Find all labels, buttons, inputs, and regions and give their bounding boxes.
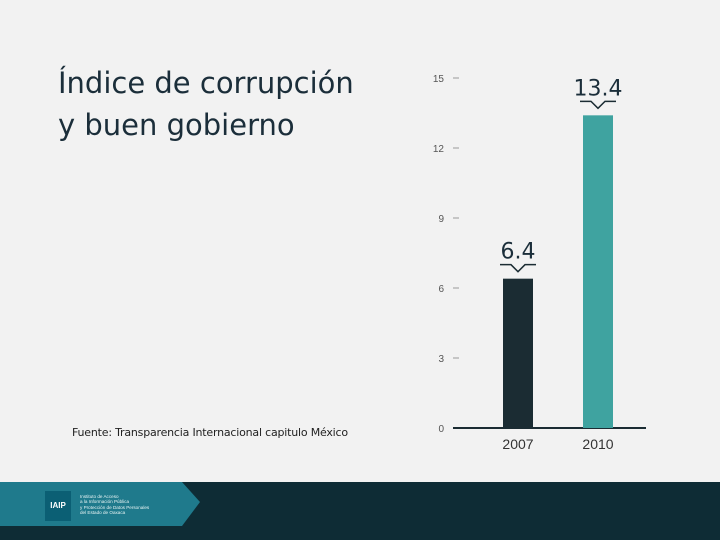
- bar-chart: 0 3 6 9 12 15 2007 6.4 2010 13.4: [433, 74, 646, 452]
- y-tick-label: 9: [438, 214, 444, 225]
- page-title: Índice de corrupción y buen gobierno: [58, 62, 418, 146]
- logo-line: del Estado de Oaxaca: [80, 510, 126, 516]
- title-line-1: Índice de corrupción: [58, 66, 354, 100]
- title-line-2: y buen gobierno: [58, 108, 295, 142]
- bar-2010: [583, 115, 613, 428]
- data-label: 6.4: [501, 240, 536, 265]
- iaip-logo: IAIP: [45, 491, 71, 521]
- footer-bar: [0, 482, 720, 540]
- data-label: 13.4: [574, 76, 623, 101]
- y-tick-label: 15: [433, 74, 445, 85]
- y-tick-label: 12: [433, 144, 445, 155]
- logo-line: y Protección de Datos Personales: [80, 504, 150, 510]
- y-tick-label: 6: [438, 284, 444, 295]
- logo-caption: Instituto de Acceso a la Información Púb…: [80, 494, 190, 516]
- value-callout-marker: [500, 263, 536, 273]
- source-note: Fuente: Transparencia Internacional capi…: [72, 426, 348, 439]
- logo-line: Instituto de Acceso: [80, 494, 119, 499]
- x-tick-label: 2007: [502, 436, 533, 452]
- y-tick-label: 0: [438, 424, 444, 435]
- value-callout-marker: [580, 100, 616, 110]
- logo-line: a la Información Pública: [80, 499, 130, 505]
- x-tick-label: 2010: [582, 436, 613, 452]
- y-tick-label: 3: [438, 354, 444, 365]
- bar-2007: [503, 278, 533, 428]
